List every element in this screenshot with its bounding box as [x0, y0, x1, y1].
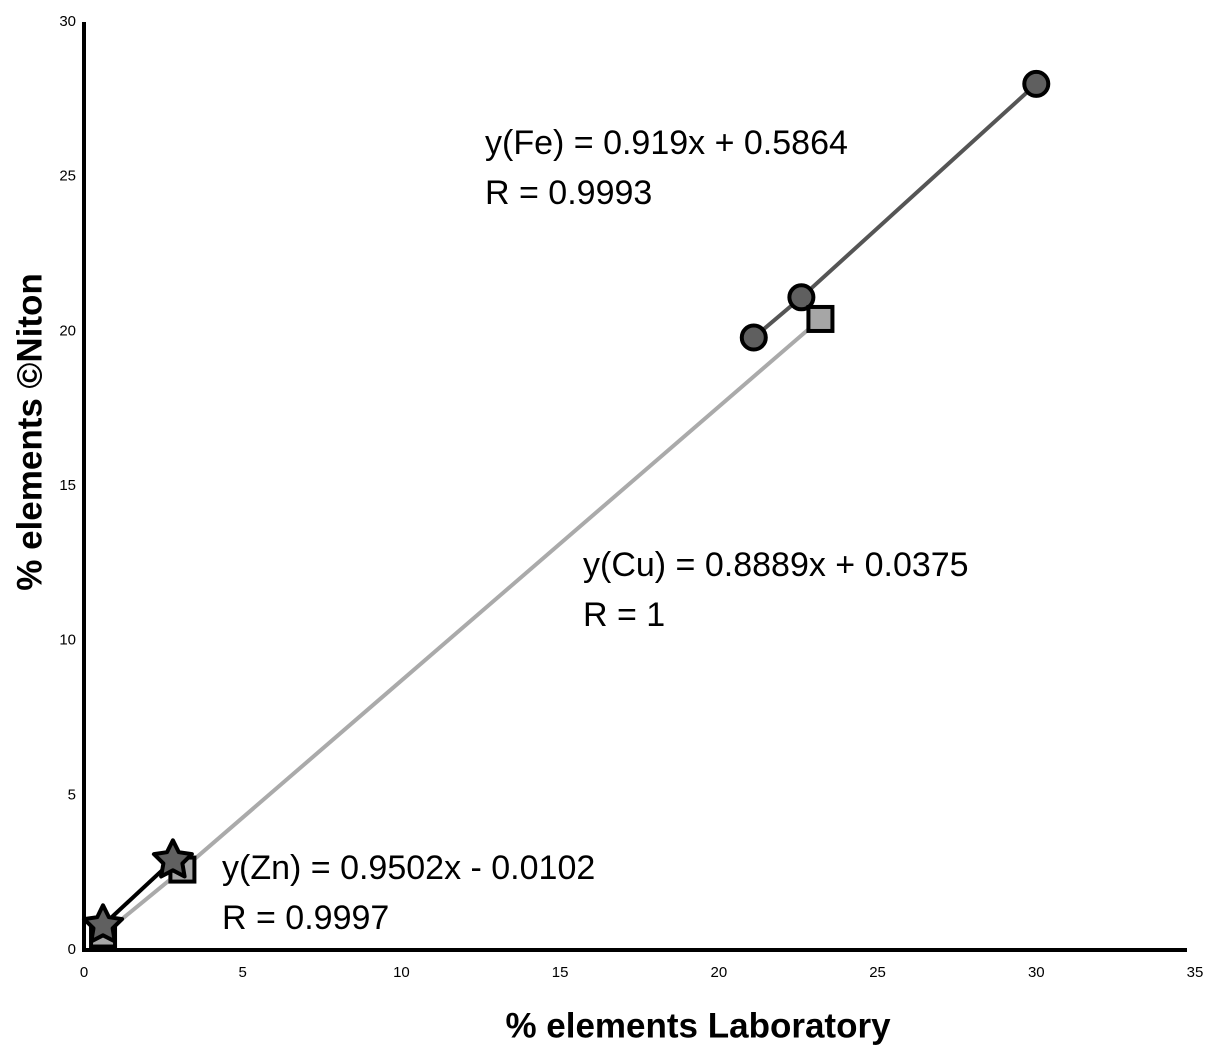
y-tick-label: 15 [59, 477, 76, 494]
point [787, 283, 816, 312]
y-axis-label: % elements ©Niton [10, 273, 49, 591]
x-tick-label: 30 [1028, 964, 1045, 981]
x-tick-label: 0 [80, 964, 88, 981]
annotation: R = 0.9997 [222, 899, 389, 937]
x-tick-label: 35 [1187, 964, 1204, 981]
annotation: R = 0.9993 [485, 174, 652, 212]
y-tick-label: 30 [59, 13, 76, 30]
annotation: y(Zn) = 0.9502x - 0.0102 [222, 849, 595, 887]
annotation: y(Cu) = 0.8889x + 0.0375 [583, 546, 969, 584]
y-tick-label: 10 [59, 632, 76, 649]
x-tick-label: 25 [869, 964, 886, 981]
x-tick-label: 20 [711, 964, 728, 981]
y-tick-label: 25 [59, 168, 76, 185]
point [739, 323, 768, 352]
point [806, 304, 835, 333]
series-line [101, 317, 822, 937]
point [82, 903, 125, 944]
y-tick-label: 20 [59, 322, 76, 339]
x-tick-label: 5 [239, 964, 247, 981]
point [151, 838, 194, 879]
annotation: R = 1 [583, 596, 665, 634]
y-tick-label: 5 [68, 786, 76, 803]
x-axis-label: % elements Laboratory [505, 1006, 891, 1045]
y-tick-label: 0 [68, 941, 76, 958]
point [1022, 69, 1051, 98]
x-tick-label: 15 [552, 964, 569, 981]
annotation: y(Fe) = 0.919x + 0.5864 [485, 124, 848, 162]
x-tick-label: 10 [393, 964, 410, 981]
